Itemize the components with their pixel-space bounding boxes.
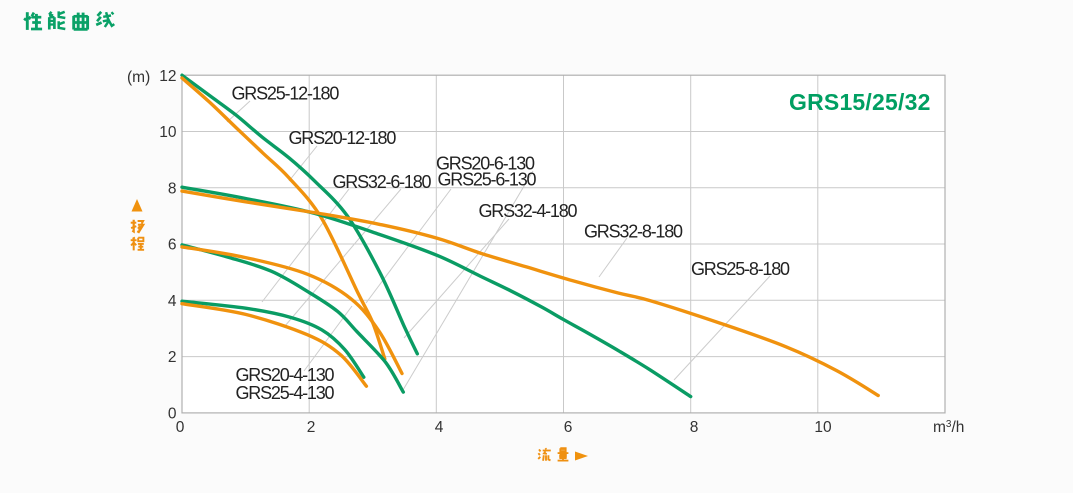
svg-text:GRS32-6-180: GRS32-6-180: [333, 172, 432, 192]
svg-text:GRS25-12-180: GRS25-12-180: [232, 84, 340, 104]
svg-text:2: 2: [307, 419, 316, 436]
svg-text:GRS20-12-180: GRS20-12-180: [289, 128, 397, 148]
svg-text:GRS20-6-130: GRS20-6-130: [436, 154, 535, 174]
svg-text:GRS32-8-180: GRS32-8-180: [584, 222, 683, 242]
svg-text:6: 6: [564, 419, 573, 436]
svg-text:4: 4: [168, 293, 177, 310]
svg-text:12: 12: [159, 68, 176, 85]
svg-text:GRS25-4-130: GRS25-4-130: [236, 383, 335, 403]
svg-text:10: 10: [814, 419, 832, 436]
svg-text:m3/h: m3/h: [933, 419, 964, 436]
svg-text:2: 2: [168, 349, 177, 366]
svg-text:GRS25-6-130: GRS25-6-130: [438, 170, 537, 190]
svg-text:GRS20-4-130: GRS20-4-130: [236, 365, 335, 385]
svg-text:(m): (m): [127, 69, 150, 86]
svg-text:10: 10: [159, 124, 177, 141]
svg-text:GRS25-8-180: GRS25-8-180: [691, 259, 790, 279]
svg-text:GRS32-4-180: GRS32-4-180: [479, 201, 578, 221]
svg-text:8: 8: [690, 419, 699, 436]
svg-text:4: 4: [435, 419, 444, 436]
svg-text:0: 0: [176, 419, 185, 436]
svg-text:8: 8: [168, 180, 177, 197]
svg-text:GRS15/25/32: GRS15/25/32: [789, 89, 931, 115]
svg-text:0: 0: [168, 406, 177, 423]
svg-text:6: 6: [168, 237, 177, 254]
